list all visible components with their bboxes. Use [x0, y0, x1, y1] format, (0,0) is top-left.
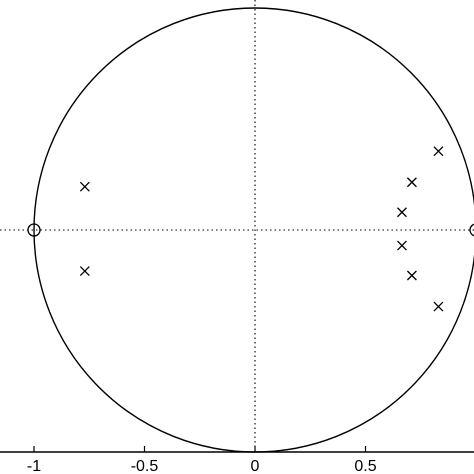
pole-marker — [397, 207, 407, 218]
pole-marker — [406, 177, 417, 188]
zero-marker — [469, 223, 474, 237]
pole-marker — [406, 270, 417, 281]
x-tick-label: 0.5 — [354, 458, 376, 474]
x-tick-label: -0.5 — [131, 458, 159, 474]
pole-marker — [433, 146, 444, 157]
x-tick-label: 0 — [251, 458, 260, 474]
x-tick-label: -1 — [27, 458, 41, 474]
pole-marker — [433, 301, 444, 312]
x-tick-labels: -1 -0.5 0 0.5 — [27, 446, 377, 474]
marks-layer — [27, 146, 474, 312]
pole-marker — [397, 240, 407, 251]
pole-marker — [79, 181, 90, 192]
pole-marker — [79, 266, 90, 277]
axes-layer — [0, 0, 474, 453]
zero-marker — [27, 223, 41, 237]
